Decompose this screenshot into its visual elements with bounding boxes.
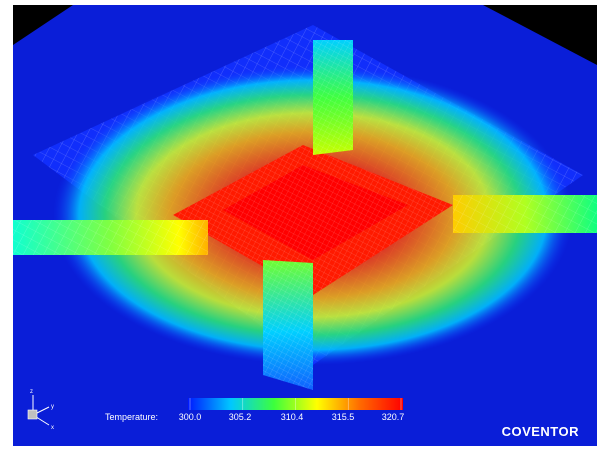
simulation-viewport: z y x — [13, 5, 597, 446]
axes-triad-icon: z y x — [27, 389, 54, 431]
legend-tick-label: 310.4 — [280, 412, 304, 422]
heater-mesh — [173, 145, 453, 295]
legend-title: Temperature: — [105, 412, 159, 422]
arm-left-mesh — [13, 220, 208, 255]
legend-tick-label: 300.0 — [178, 412, 202, 422]
legend-tick-marks — [189, 398, 402, 410]
brand-logo-text: COVENTOR — [501, 424, 579, 439]
background-corner-right — [483, 5, 597, 65]
axis-label-x: x — [51, 425, 54, 431]
thermal-mesh-render: z y x — [13, 5, 597, 446]
legend-tick-label: 315.5 — [331, 412, 355, 422]
arm-bottom-mesh — [263, 260, 313, 390]
legend-tick-label: 305.2 — [228, 412, 252, 422]
background-corner-left — [13, 5, 73, 45]
axis-label-y: y — [51, 404, 54, 410]
legend-tick-label: 320.7 — [381, 412, 405, 422]
arm-right-mesh — [453, 195, 597, 233]
arm-top-mesh — [313, 40, 353, 155]
axis-label-z: z — [30, 389, 33, 395]
